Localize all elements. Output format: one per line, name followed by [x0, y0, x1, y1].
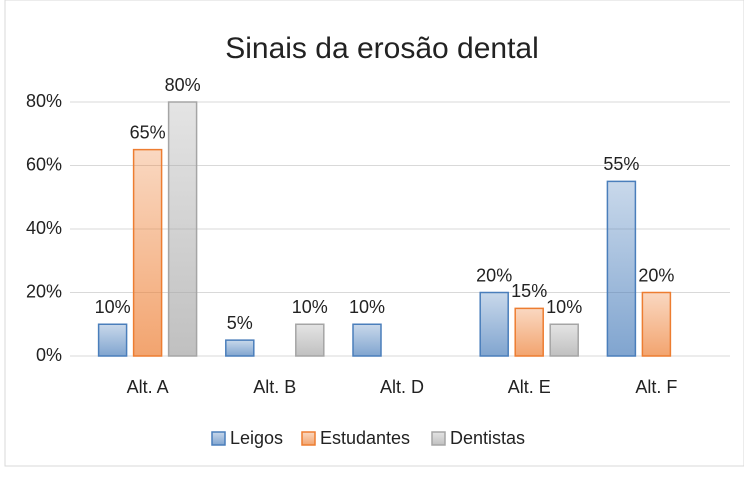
y-tick-label: 0% [36, 345, 62, 365]
value-label: 65% [130, 122, 166, 142]
legend-swatch [431, 431, 446, 446]
value-label: 10% [349, 297, 385, 317]
value-label: 80% [165, 75, 201, 95]
value-label: 10% [292, 297, 328, 317]
value-label: 5% [227, 313, 253, 333]
chart-title: Sinais da erosão dental [225, 32, 539, 65]
legend-swatch [211, 431, 226, 446]
value-label: 10% [546, 297, 582, 317]
x-tick-label: Alt. E [508, 377, 551, 397]
bar [514, 307, 544, 357]
y-tick-label: 40% [26, 218, 62, 238]
bar [479, 291, 509, 357]
x-tick-label: Alt. F [635, 377, 677, 397]
legend-label: Estudantes [320, 428, 410, 448]
legend-label: Leigos [230, 428, 283, 448]
bar [606, 180, 637, 357]
y-tick-label: 60% [26, 154, 62, 174]
bar [132, 148, 163, 357]
bar [295, 323, 325, 357]
bar [97, 323, 128, 357]
x-tick-label: Alt. B [253, 377, 296, 397]
value-label: 15% [511, 281, 547, 301]
y-tick-label: 80% [26, 91, 62, 111]
bar [225, 339, 255, 357]
x-tick-label: Alt. A [127, 377, 169, 397]
y-tick-label: 20% [26, 281, 62, 301]
value-label: 20% [638, 265, 674, 285]
value-label: 20% [476, 265, 512, 285]
bar [352, 323, 382, 357]
value-label: 10% [95, 297, 131, 317]
legend-label: Dentistas [450, 428, 525, 448]
x-tick-label: Alt. D [380, 377, 424, 397]
bar [641, 291, 672, 357]
legend-swatch [301, 431, 316, 446]
value-label: 55% [603, 154, 639, 174]
bar [167, 101, 198, 357]
bar [549, 323, 579, 357]
